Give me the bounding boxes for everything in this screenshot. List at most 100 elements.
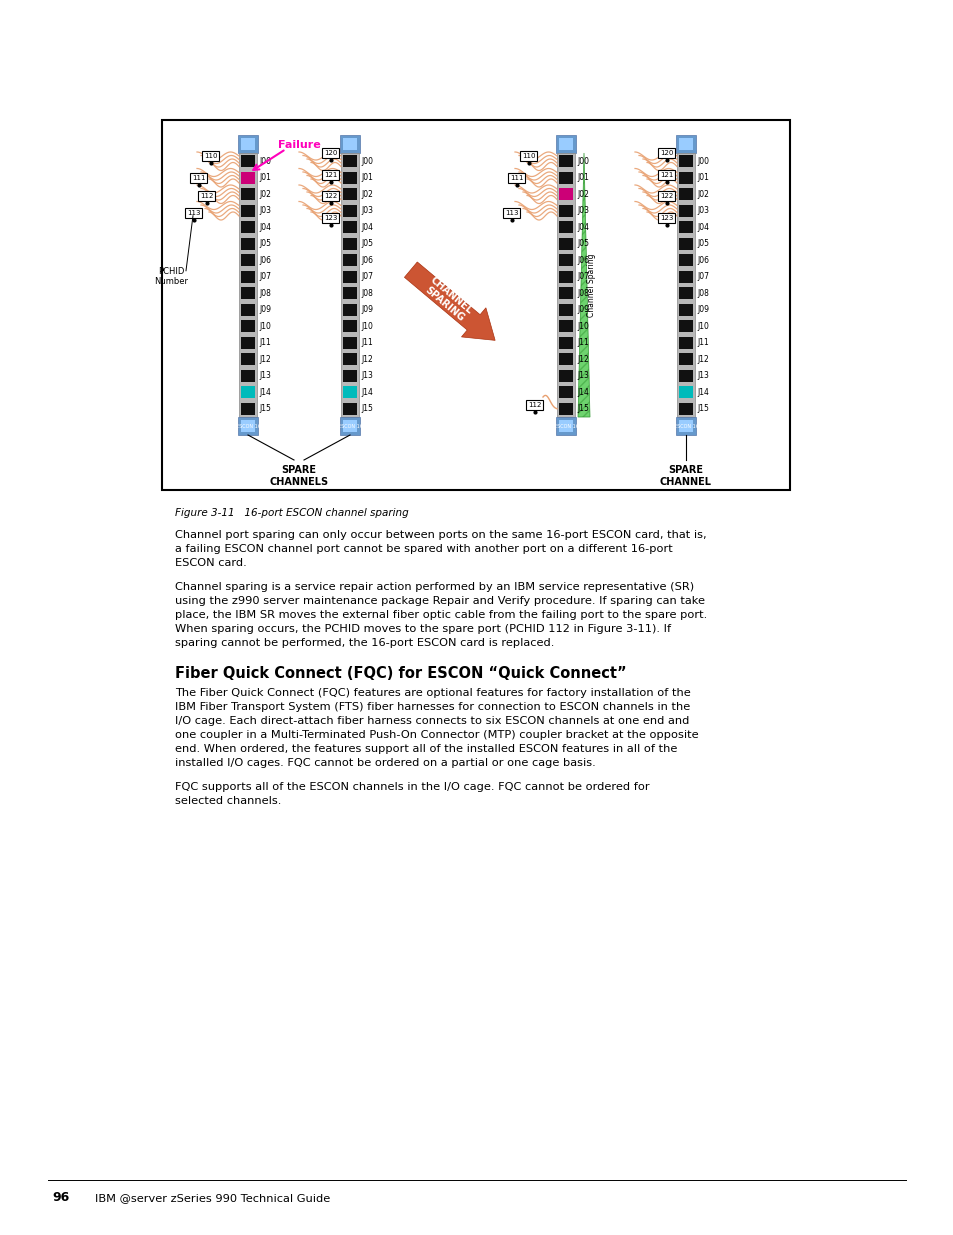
Text: Failure: Failure xyxy=(277,140,320,149)
Bar xyxy=(557,153,575,417)
Bar xyxy=(241,238,254,249)
Bar xyxy=(679,320,692,332)
Bar xyxy=(343,370,356,382)
Bar xyxy=(343,387,356,398)
Text: J13: J13 xyxy=(577,372,588,380)
Bar xyxy=(679,189,692,200)
Bar xyxy=(241,254,254,266)
Bar xyxy=(241,320,254,332)
Bar xyxy=(322,212,339,222)
Bar xyxy=(241,205,254,216)
Bar xyxy=(558,370,573,382)
Text: 111: 111 xyxy=(510,174,523,180)
Text: J03: J03 xyxy=(258,206,271,215)
Bar xyxy=(679,420,692,432)
Text: ESCON 16: ESCON 16 xyxy=(673,424,698,429)
Text: I/O cage. Each direct-attach fiber harness connects to six ESCON channels at one: I/O cage. Each direct-attach fiber harne… xyxy=(174,716,689,726)
Bar xyxy=(556,417,576,435)
Bar xyxy=(558,387,573,398)
Text: J09: J09 xyxy=(258,305,271,314)
Bar xyxy=(237,135,257,153)
Text: J10: J10 xyxy=(360,322,373,331)
Text: one coupler in a Multi-Terminated Push-On Connector (MTP) coupler bracket at the: one coupler in a Multi-Terminated Push-O… xyxy=(174,730,698,740)
Text: J15: J15 xyxy=(697,404,708,414)
Bar xyxy=(679,254,692,266)
Bar xyxy=(658,191,675,201)
Bar xyxy=(343,254,356,266)
Bar xyxy=(241,270,254,283)
Text: J15: J15 xyxy=(258,404,271,414)
Text: J00: J00 xyxy=(360,157,373,165)
Text: J05: J05 xyxy=(577,240,588,248)
Text: 112: 112 xyxy=(200,193,213,199)
Bar xyxy=(241,288,254,299)
Bar xyxy=(679,403,692,415)
Text: J11: J11 xyxy=(360,338,373,347)
Text: J04: J04 xyxy=(258,222,271,232)
Text: J03: J03 xyxy=(697,206,708,215)
Text: J06: J06 xyxy=(258,256,271,264)
Text: using the z990 server maintenance package Repair and Verify procedure. If sparin: using the z990 server maintenance packag… xyxy=(174,597,704,606)
Bar xyxy=(343,420,356,432)
Text: J06: J06 xyxy=(697,256,708,264)
Text: J00: J00 xyxy=(577,157,588,165)
Bar xyxy=(658,212,675,222)
Bar xyxy=(241,304,254,315)
Text: J06: J06 xyxy=(577,256,588,264)
Text: IBM @server zSeries 990 Technical Guide: IBM @server zSeries 990 Technical Guide xyxy=(95,1193,330,1203)
Text: 113: 113 xyxy=(187,210,200,216)
Text: Channel port sparing can only occur between ports on the same 16-port ESCON card: Channel port sparing can only occur betw… xyxy=(174,530,706,540)
Text: 120: 120 xyxy=(659,151,673,157)
Bar xyxy=(679,172,692,184)
Text: J05: J05 xyxy=(697,240,708,248)
Bar xyxy=(676,135,696,153)
Text: J02: J02 xyxy=(697,190,708,199)
Bar xyxy=(679,138,692,149)
Text: 123: 123 xyxy=(324,215,337,221)
Bar xyxy=(556,135,576,153)
Text: When sparing occurs, the PCHID moves to the spare port (PCHID 112 in Figure 3-11: When sparing occurs, the PCHID moves to … xyxy=(174,624,670,634)
Text: J08: J08 xyxy=(258,289,271,298)
Text: J06: J06 xyxy=(360,256,373,264)
Text: J03: J03 xyxy=(360,206,373,215)
Text: J00: J00 xyxy=(258,157,271,165)
Text: ESCON 16: ESCON 16 xyxy=(235,424,260,429)
Bar xyxy=(558,288,573,299)
Bar xyxy=(679,270,692,283)
Text: J09: J09 xyxy=(697,305,708,314)
Bar xyxy=(503,207,520,217)
Bar xyxy=(322,191,339,201)
Text: J08: J08 xyxy=(360,289,373,298)
Text: J15: J15 xyxy=(360,404,373,414)
Bar xyxy=(237,417,257,435)
Text: Channel sparing is a service repair action performed by an IBM service represent: Channel sparing is a service repair acti… xyxy=(174,582,694,592)
Bar xyxy=(677,153,695,417)
Bar xyxy=(679,288,692,299)
Bar xyxy=(241,337,254,348)
Bar xyxy=(508,173,525,183)
Bar xyxy=(558,337,573,348)
Bar xyxy=(679,337,692,348)
Text: J08: J08 xyxy=(697,289,708,298)
Text: Figure 3-11   16-port ESCON channel sparing: Figure 3-11 16-port ESCON channel sparin… xyxy=(174,508,408,517)
Bar xyxy=(241,420,254,432)
Text: 110: 110 xyxy=(521,153,536,159)
Bar xyxy=(343,304,356,315)
Text: J10: J10 xyxy=(697,322,708,331)
Text: SPARE
CHANNELS: SPARE CHANNELS xyxy=(269,466,328,487)
Text: J14: J14 xyxy=(697,388,708,396)
Text: J13: J13 xyxy=(360,372,373,380)
Bar xyxy=(343,270,356,283)
Text: 113: 113 xyxy=(505,210,518,216)
Bar xyxy=(658,148,675,158)
Bar xyxy=(343,353,356,366)
Text: J01: J01 xyxy=(697,173,708,183)
Bar xyxy=(558,320,573,332)
Text: J09: J09 xyxy=(360,305,373,314)
Text: J15: J15 xyxy=(577,404,588,414)
Bar xyxy=(343,156,356,167)
Polygon shape xyxy=(404,262,495,341)
Text: J07: J07 xyxy=(697,272,708,282)
Bar xyxy=(241,172,254,184)
Text: J07: J07 xyxy=(577,272,588,282)
